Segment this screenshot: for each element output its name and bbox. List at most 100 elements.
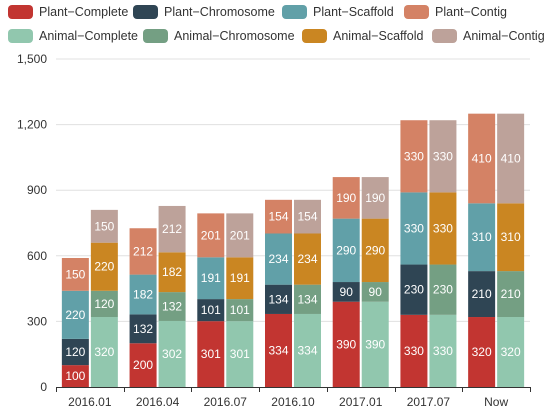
bar-segment[interactable] — [361, 218, 389, 283]
legend-item-plant-contig[interactable]: Plant−Contig — [404, 4, 507, 20]
bar-segment[interactable] — [265, 313, 292, 387]
bar-segment[interactable] — [90, 290, 118, 318]
segment-value-label: 212 — [162, 222, 182, 236]
axes: 0 300 600 900 1,200 1,500 2016.01 2016.04 2016.0… — [17, 52, 531, 409]
bar-segment[interactable] — [61, 365, 89, 387]
bar-segment[interactable] — [400, 120, 428, 193]
segment-value-label: 201 — [230, 228, 250, 242]
bar-segment[interactable] — [429, 314, 457, 387]
bar-segment[interactable] — [468, 317, 496, 387]
segment-value-label: 290 — [336, 243, 356, 257]
bar-segment[interactable] — [497, 113, 525, 204]
segment-value-label: 330 — [404, 344, 424, 358]
legend-label: Plant−Complete — [39, 5, 129, 19]
bar-segment[interactable] — [129, 274, 157, 315]
bar-segment[interactable] — [265, 199, 292, 234]
bar-segment[interactable] — [400, 264, 428, 315]
bar-segment[interactable] — [332, 177, 360, 219]
legend-item-animal-chromosome[interactable]: Animal−Chromosome — [143, 28, 295, 44]
legend-label: Plant−Contig — [435, 5, 507, 19]
bar-segment[interactable] — [61, 257, 89, 291]
segment-value-label: 150 — [94, 219, 114, 233]
segment-value-label: 310 — [501, 230, 521, 244]
bar-segment[interactable] — [468, 113, 496, 204]
bar-segment[interactable] — [197, 257, 225, 300]
legend-label: Animal−Scaffold — [333, 29, 424, 43]
bar-segment[interactable] — [90, 209, 118, 243]
legend-item-animal-contig[interactable]: Animal−Contig — [432, 28, 545, 44]
segment-value-label: 334 — [268, 343, 288, 357]
y-tick-label: 0 — [40, 380, 47, 394]
legend-item-animal-complete[interactable]: Animal−Complete — [8, 28, 138, 44]
bar-segment[interactable] — [497, 271, 525, 318]
bar-segment[interactable] — [129, 314, 157, 344]
bar-segment[interactable] — [294, 313, 321, 387]
segment-value-label: 134 — [268, 292, 288, 306]
legend-label: Plant−Chromosome — [164, 5, 275, 19]
segment-value-label: 154 — [297, 210, 317, 224]
bar-segment[interactable] — [497, 317, 525, 387]
legend-swatch — [282, 5, 307, 19]
segment-value-label: 154 — [268, 210, 288, 224]
segment-value-label: 134 — [297, 292, 317, 306]
segment-value-label: 320 — [501, 345, 521, 359]
bar-segment[interactable] — [197, 213, 225, 258]
segment-value-label: 182 — [162, 265, 182, 279]
bar-segment[interactable] — [497, 203, 525, 272]
segment-value-label: 334 — [297, 343, 317, 357]
bar-segment[interactable] — [361, 301, 389, 387]
bar-segment[interactable] — [197, 299, 225, 322]
legend-item-plant-chromosome[interactable]: Plant−Chromosome — [133, 4, 275, 20]
bar-segment[interactable] — [468, 271, 496, 318]
bar-segment[interactable] — [129, 228, 157, 275]
x-tick-label: 2016.10 — [271, 395, 315, 409]
bar-segment[interactable] — [294, 199, 321, 234]
legend-item-animal-scaffold[interactable]: Animal−Scaffold — [302, 28, 423, 44]
bar-segment[interactable] — [226, 213, 254, 258]
legend: Plant−Complete Plant−Chromosome Plant−Sc… — [0, 0, 550, 52]
bar-segment[interactable] — [468, 203, 496, 272]
bar-segment[interactable] — [429, 264, 457, 315]
segment-value-label: 191 — [230, 271, 250, 285]
legend-item-plant-complete[interactable]: Plant−Complete — [8, 4, 128, 20]
bar-segment[interactable] — [61, 338, 89, 366]
bar-segment[interactable] — [400, 314, 428, 387]
bar-segment[interactable] — [226, 321, 254, 387]
bar-segment[interactable] — [226, 257, 254, 300]
bar-segment[interactable] — [332, 282, 360, 302]
segment-value-label: 234 — [297, 252, 317, 266]
segment-value-label: 120 — [94, 297, 114, 311]
bar-segment[interactable] — [361, 177, 389, 219]
bar-segment[interactable] — [361, 282, 389, 302]
bar-segment[interactable] — [400, 192, 428, 265]
bar-segment[interactable] — [158, 205, 186, 253]
bar-segment[interactable] — [158, 252, 186, 293]
bar-segment[interactable] — [265, 284, 292, 314]
legend-swatch — [432, 29, 457, 43]
segment-value-label: 100 — [65, 369, 85, 383]
x-tick-label: 2016.07 — [204, 395, 248, 409]
segment-value-label: 190 — [336, 191, 356, 205]
segment-value-label: 230 — [404, 283, 424, 297]
segment-value-label: 330 — [433, 221, 453, 235]
bar-segment[interactable] — [265, 233, 292, 285]
segment-value-label: 301 — [201, 347, 221, 361]
segment-value-label: 330 — [404, 221, 424, 235]
bar-segment[interactable] — [226, 299, 254, 322]
bar-segment[interactable] — [129, 343, 157, 387]
bar-segment[interactable] — [158, 320, 186, 387]
bar-segment[interactable] — [61, 290, 89, 339]
bar-segment[interactable] — [332, 218, 360, 283]
legend-swatch — [133, 5, 158, 19]
bar-segment[interactable] — [197, 321, 225, 387]
bar-segment[interactable] — [294, 284, 321, 314]
bar-segment[interactable] — [90, 317, 118, 387]
legend-item-plant-scaffold[interactable]: Plant−Scaffold — [282, 4, 394, 20]
bar-segment[interactable] — [429, 120, 457, 193]
bar-segment[interactable] — [158, 292, 186, 321]
bar-segment[interactable] — [332, 301, 360, 387]
bar-segment[interactable] — [294, 233, 321, 285]
bar-segment[interactable] — [90, 242, 118, 291]
segment-value-label: 210 — [472, 287, 492, 301]
bar-segment[interactable] — [429, 192, 457, 265]
